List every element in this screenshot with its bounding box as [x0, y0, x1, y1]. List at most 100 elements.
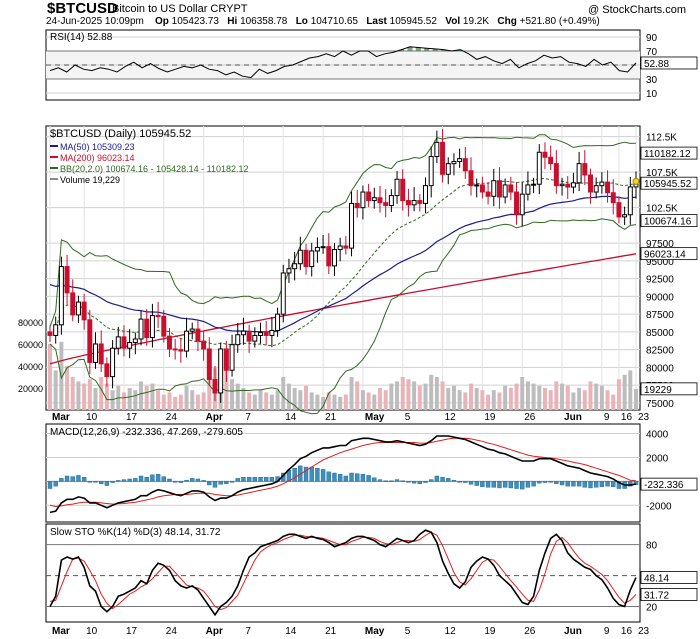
- macd-histogram-bar: [195, 478, 201, 482]
- candle-body: [235, 334, 241, 346]
- volume-bar: [235, 383, 240, 410]
- candle-body: [314, 246, 320, 252]
- candle-body: [462, 158, 468, 172]
- macd-histogram-bar: [320, 469, 326, 482]
- candle-body: [144, 318, 150, 339]
- volume-bar: [520, 377, 525, 410]
- volume-bar: [104, 383, 109, 410]
- macd-panel: [45, 423, 641, 523]
- macd-histogram-bar: [508, 481, 514, 489]
- candle-body: [98, 343, 104, 365]
- volume-bar: [616, 379, 621, 410]
- sto-d-tag: 31.72: [644, 590, 669, 601]
- candle-body: [161, 315, 167, 337]
- sto-x-label: Mar: [52, 626, 70, 637]
- macd-histogram-bar: [178, 481, 184, 483]
- rsi-overbought-fill: [399, 46, 463, 51]
- volume-bar: [446, 388, 451, 410]
- macd-histogram-bar: [235, 478, 240, 482]
- macd-histogram-bar: [104, 481, 110, 486]
- candle-body: [309, 250, 315, 268]
- candle-body: [303, 249, 309, 268]
- price-value-tag: 100674.16: [644, 217, 692, 228]
- volume-bar: [383, 390, 388, 410]
- price-x-label: Mar: [52, 412, 70, 423]
- volume-bar: [434, 377, 439, 410]
- macd-histogram-bar: [218, 481, 223, 485]
- volume-bar: [429, 374, 434, 410]
- price-tick-label: 90000: [646, 292, 674, 303]
- macd-histogram-bar: [349, 472, 354, 482]
- sto-tick-label: 80: [646, 541, 658, 552]
- price-tick-label: 97500: [646, 239, 674, 250]
- candle-body: [582, 163, 588, 176]
- rsi-last-box: [640, 56, 698, 70]
- macd-histogram-bar: [93, 481, 98, 483]
- sto-x-label: 5: [405, 626, 411, 637]
- rsi-title: RSI(14) 52.88: [50, 32, 113, 43]
- macd-histogram-bar: [423, 481, 428, 483]
- volume-bar: [304, 385, 309, 410]
- macd-histogram-bar: [269, 476, 275, 482]
- macd-histogram-bar: [315, 468, 320, 482]
- volume-bar: [127, 388, 132, 410]
- volume-bar: [571, 392, 576, 410]
- rsi-tick-label: 70: [646, 47, 658, 58]
- macd-histogram-bar: [417, 481, 422, 484]
- macd-histogram-bar: [184, 479, 189, 482]
- candle-body: [366, 191, 372, 202]
- volume-bar: [474, 388, 479, 410]
- macd-histogram-bar: [372, 477, 377, 482]
- candle-body: [479, 184, 485, 193]
- macd-histogram-bar: [576, 481, 582, 487]
- sto-x-label: 19: [484, 626, 496, 637]
- macd-histogram-bar: [76, 475, 81, 482]
- volume-bar: [412, 381, 417, 410]
- volume-bar: [560, 383, 565, 410]
- macd-histogram-bar: [554, 481, 559, 484]
- macd-histogram-bar: [229, 481, 235, 483]
- candle-body: [468, 170, 474, 187]
- quote-date: 24-Jun-2025 10:09pm: [46, 16, 144, 27]
- candle-body: [121, 336, 127, 349]
- macd-histogram-bar: [121, 479, 127, 482]
- macd-histogram-bar: [332, 472, 337, 482]
- candle-body: [411, 200, 417, 206]
- price-x-label: 26: [524, 412, 536, 423]
- macd-histogram-bar: [246, 476, 252, 482]
- symbol-description: Bitcoin to US Dollar CRYPT: [112, 3, 248, 15]
- volume-bar: [326, 392, 331, 410]
- candle-body: [599, 181, 605, 187]
- volume-bar: [372, 394, 377, 410]
- price-x-label: 7: [245, 412, 251, 423]
- macd-histogram-bar: [337, 473, 343, 482]
- macd-histogram-bar: [502, 481, 508, 488]
- volume-bar: [440, 381, 445, 410]
- price-x-label: 9: [604, 412, 610, 423]
- price-x-label: 12: [445, 412, 457, 423]
- last-price-marker: [632, 177, 640, 185]
- stochastic-panel: [45, 523, 641, 623]
- candle-body: [377, 197, 383, 204]
- volume-bar: [451, 385, 456, 410]
- volume-bar: [48, 344, 52, 410]
- candle-body: [127, 342, 133, 349]
- candle-body: [115, 336, 121, 349]
- macd-histogram-bar: [520, 481, 525, 490]
- ma200-line: [49, 253, 637, 365]
- sto-tick-label: 20: [646, 603, 658, 614]
- volume-bar: [161, 394, 166, 410]
- macd-histogram-bar: [366, 475, 371, 482]
- price-legend-entry: MA(50) 105309.23: [60, 142, 135, 152]
- candle-body: [184, 330, 190, 352]
- volume-bar: [224, 366, 229, 410]
- macd-histogram-bar: [150, 474, 155, 482]
- volume-value-tag: 19229: [644, 385, 672, 396]
- macd-histogram-bar: [355, 473, 360, 482]
- volume-bar: [241, 388, 246, 410]
- macd-histogram-bar: [611, 481, 616, 487]
- candle-body: [349, 202, 355, 249]
- volume-bar: [497, 392, 502, 410]
- volume-tick-label: 80000: [18, 318, 43, 328]
